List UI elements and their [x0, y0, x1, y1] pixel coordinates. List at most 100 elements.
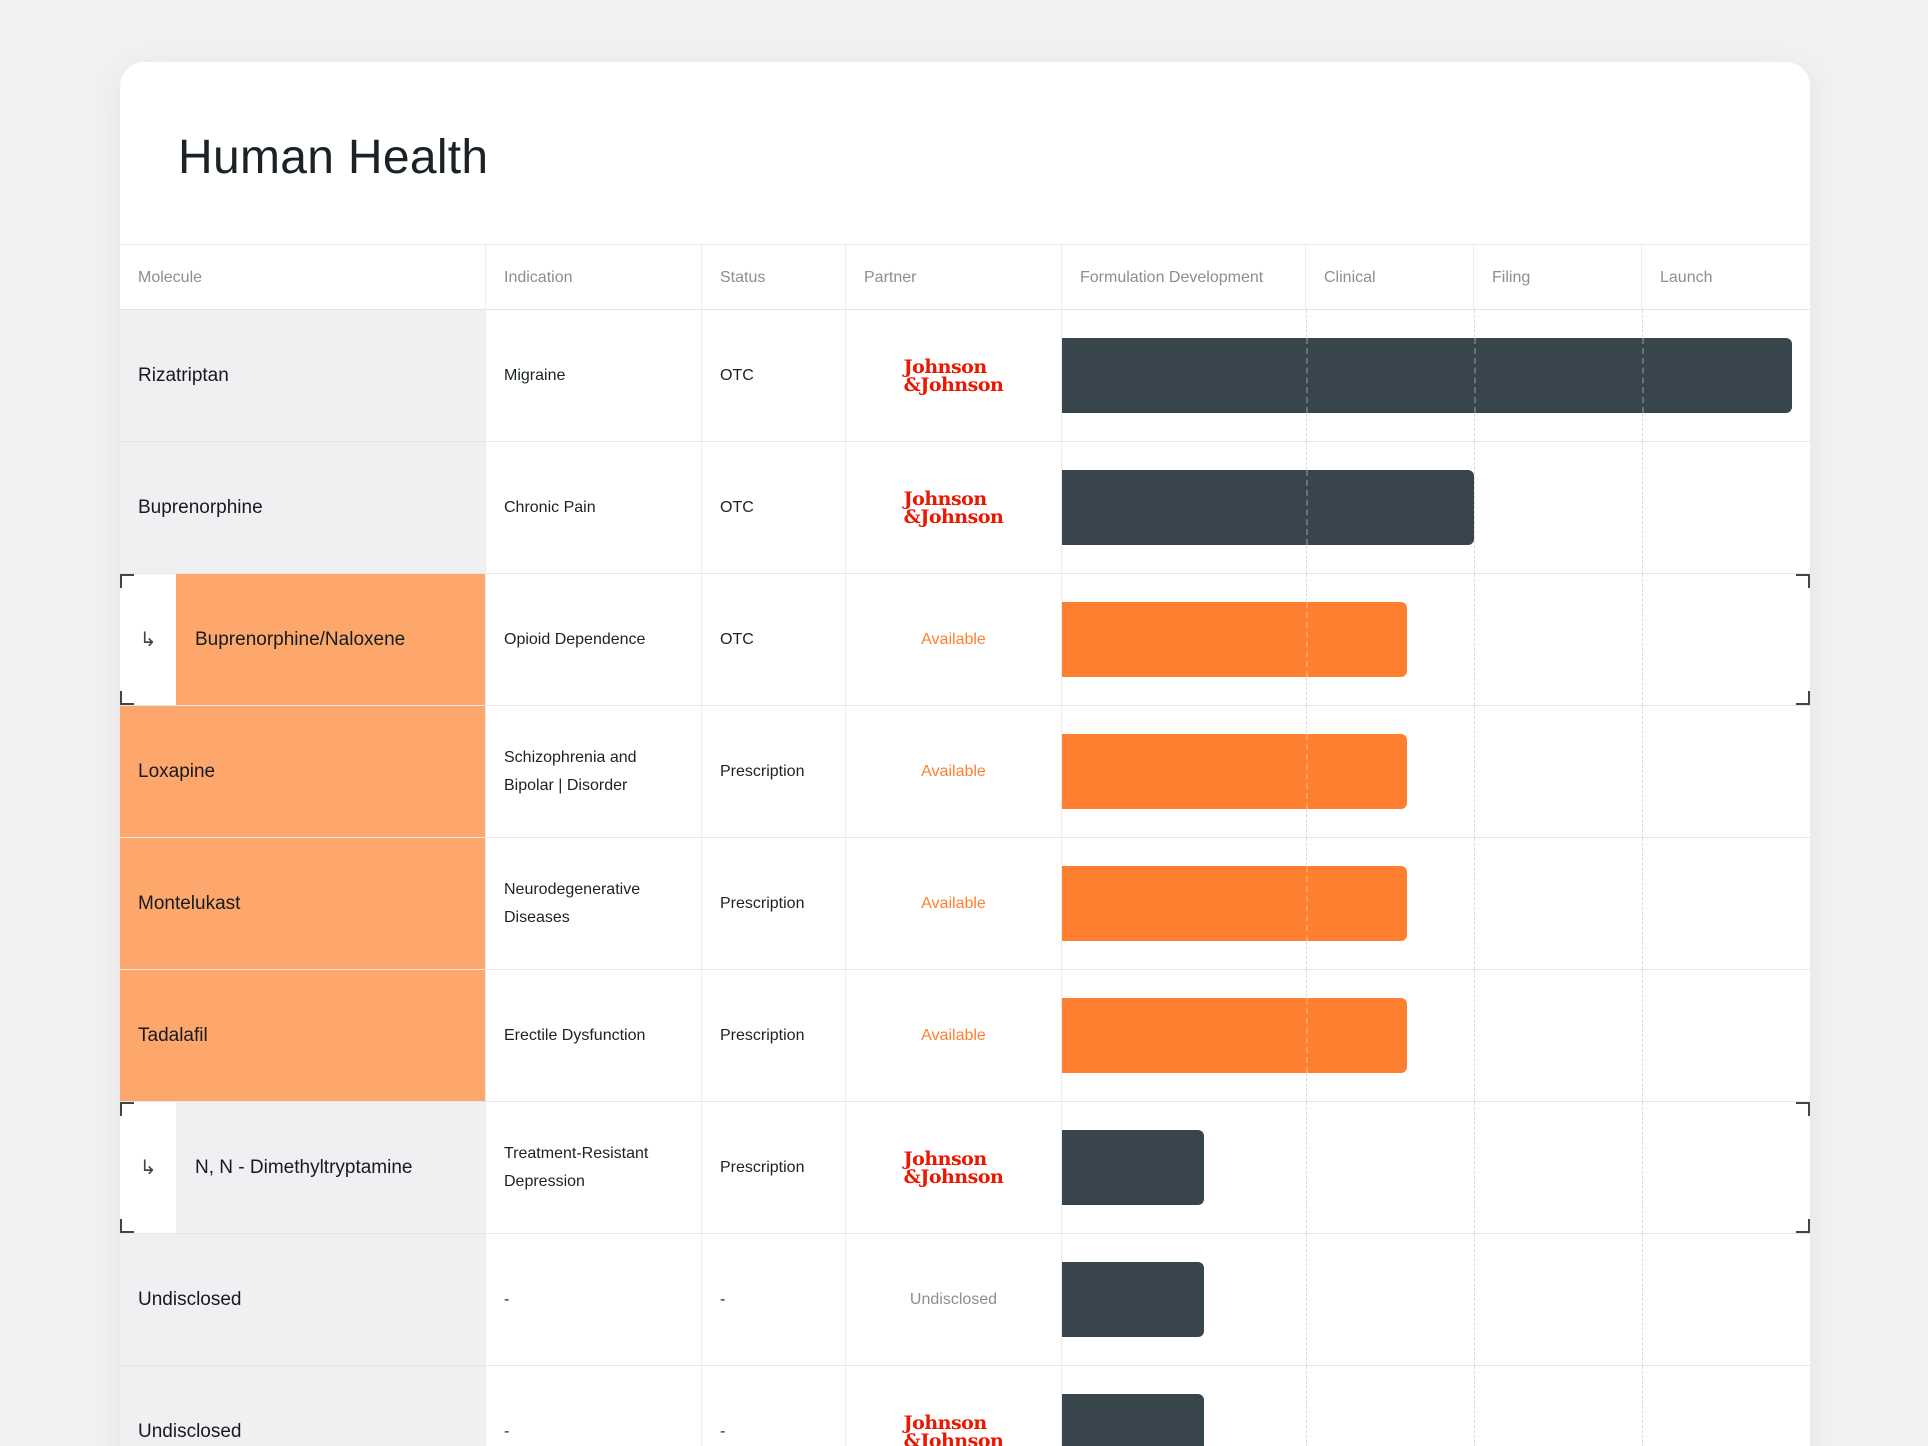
table-row[interactable]: Buprenorphine Chronic Pain OTC Johnson &John… — [120, 442, 1810, 574]
stage-divider-on-bar — [1306, 602, 1308, 677]
table-row[interactable]: Loxapine Schizophrenia and Bipolar | Diso… — [120, 706, 1810, 838]
table-row[interactable]: Tadalafil Erectile Dysfunction Prescriptio… — [120, 970, 1810, 1102]
header-stage-filing: Filing — [1474, 245, 1642, 310]
subdirectory-arrow-icon: ↳ — [120, 1102, 176, 1233]
indication-cell: Neurodegenerative Diseases — [486, 838, 702, 969]
progress-bar — [1062, 1130, 1204, 1205]
status-cell: Prescription — [702, 970, 846, 1101]
selection-corner-marker — [120, 1102, 134, 1116]
stage-divider — [1306, 1102, 1307, 1233]
indication-cell: Opioid Dependence — [486, 574, 702, 705]
stage-track — [1062, 970, 1810, 1101]
indication-cell: Migraine — [486, 310, 702, 441]
partner-available-link[interactable]: Available — [921, 1026, 986, 1044]
stage-divider — [1642, 838, 1643, 969]
indication-cell: Chronic Pain — [486, 442, 702, 573]
table-row[interactable]: Montelukast Neurodegenerative Diseases Pre… — [120, 838, 1810, 970]
stage-divider — [1306, 1234, 1307, 1365]
header-molecule: Molecule — [120, 245, 486, 310]
progress-bar — [1062, 338, 1792, 413]
stage-track — [1062, 310, 1810, 441]
indication-text: Migraine — [504, 366, 566, 384]
logo-line-1: Johnson — [903, 355, 987, 378]
stage-divider-on-bar — [1306, 470, 1308, 545]
stage-divider — [1642, 442, 1643, 573]
molecule-cell: ↳ N, N - Dimethyltryptamine — [120, 1102, 486, 1233]
logo-line-1: Johnson — [903, 1147, 987, 1170]
stage-divider — [1474, 574, 1475, 705]
stage-track — [1062, 706, 1810, 837]
status-text: Prescription — [720, 1026, 805, 1044]
status-cell: - — [702, 1234, 846, 1365]
progress-bar — [1062, 1394, 1204, 1446]
header-stage-clinical: Clinical — [1306, 245, 1474, 310]
stage-track — [1062, 1102, 1810, 1233]
stage-divider — [1642, 1234, 1643, 1365]
partner-available-link[interactable]: Available — [921, 762, 986, 780]
selection-corner-marker — [120, 691, 134, 705]
indication-text: Treatment-Resistant Depression — [504, 1144, 649, 1190]
selection-corner-marker — [1796, 574, 1810, 588]
molecule-cell: Rizatriptan — [120, 310, 486, 441]
partner-cell: Undisclosed — [846, 1234, 1062, 1365]
table-row[interactable]: ↳ N, N - Dimethyltryptamine Treatment-Resi… — [120, 1102, 1810, 1234]
logo-line-2: &Johnson — [903, 1165, 1004, 1188]
molecule-cell: Tadalafil — [120, 970, 486, 1101]
stage-divider — [1642, 1102, 1643, 1233]
indication-cell: Schizophrenia and Bipolar | Disorder — [486, 706, 702, 837]
johnson-and-johnson-logo: Johnson &Johnson — [903, 355, 1004, 396]
molecule-name: Undisclosed — [138, 1420, 242, 1442]
table-row[interactable]: ↳ Buprenorphine/Naloxene Opioid Dependence… — [120, 574, 1810, 706]
header-partner: Partner — [846, 245, 1062, 310]
indication-text: Chronic Pain — [504, 498, 596, 516]
partner-cell: Johnson &Johnson — [846, 442, 1062, 573]
stage-divider — [1474, 970, 1475, 1101]
molecule-name: Tadalafil — [138, 1024, 208, 1046]
partner-cell: Johnson &Johnson — [846, 1366, 1062, 1446]
table-body: Rizatriptan Migraine OTC Johnson &Johnson Bup… — [120, 310, 1810, 1446]
partner-available-link[interactable]: Available — [921, 630, 986, 648]
progress-bar — [1062, 866, 1407, 941]
molecule-name: Montelukast — [138, 892, 241, 914]
status-text: Prescription — [720, 1158, 805, 1176]
molecule-name: N, N - Dimethyltryptamine — [176, 1102, 485, 1233]
molecule-cell: ↳ Buprenorphine/Naloxene — [120, 574, 486, 705]
subdirectory-arrow-icon: ↳ — [120, 574, 176, 705]
logo-line-2: &Johnson — [903, 373, 1004, 396]
header-status: Status — [702, 245, 846, 310]
stage-divider-on-bar — [1306, 866, 1308, 941]
partner-cell: Available — [846, 838, 1062, 969]
progress-bar — [1062, 1262, 1204, 1337]
stage-divider — [1474, 1234, 1475, 1365]
selection-corner-marker — [120, 574, 134, 588]
status-text: Prescription — [720, 894, 805, 912]
indication-text: Erectile Dysfunction — [504, 1026, 646, 1044]
indication-cell: Erectile Dysfunction — [486, 970, 702, 1101]
molecule-name: Buprenorphine/Naloxene — [176, 574, 485, 705]
stage-divider — [1474, 838, 1475, 969]
molecule-cell: Undisclosed — [120, 1234, 486, 1365]
indication-cell: - — [486, 1366, 702, 1446]
logo-line-2: &Johnson — [903, 1429, 1004, 1446]
partner-undisclosed: Undisclosed — [909, 1290, 998, 1308]
progress-bar — [1062, 470, 1474, 545]
molecule-cell: Loxapine — [120, 706, 486, 837]
stage-divider — [1474, 1366, 1475, 1446]
selection-corner-marker — [120, 1219, 134, 1233]
status-cell: OTC — [702, 574, 846, 705]
table-row[interactable]: Undisclosed - - Undisclosed — [120, 1234, 1810, 1366]
page-title: Human Health — [178, 131, 489, 184]
progress-bar — [1062, 734, 1407, 809]
selection-corner-marker — [1796, 1102, 1810, 1116]
status-cell: Prescription — [702, 838, 846, 969]
partner-cell: Available — [846, 970, 1062, 1101]
table-row[interactable]: Rizatriptan Migraine OTC Johnson &Johnson — [120, 310, 1810, 442]
stage-divider-on-bar — [1474, 338, 1476, 413]
stage-divider — [1474, 1102, 1475, 1233]
indication-cell: - — [486, 1234, 702, 1365]
stage-track — [1062, 574, 1810, 705]
partner-cell: Johnson &Johnson — [846, 310, 1062, 441]
partner-available-link[interactable]: Available — [921, 894, 986, 912]
stage-divider — [1642, 574, 1643, 705]
table-row[interactable]: Undisclosed - - Johnson &Johnson — [120, 1366, 1810, 1446]
